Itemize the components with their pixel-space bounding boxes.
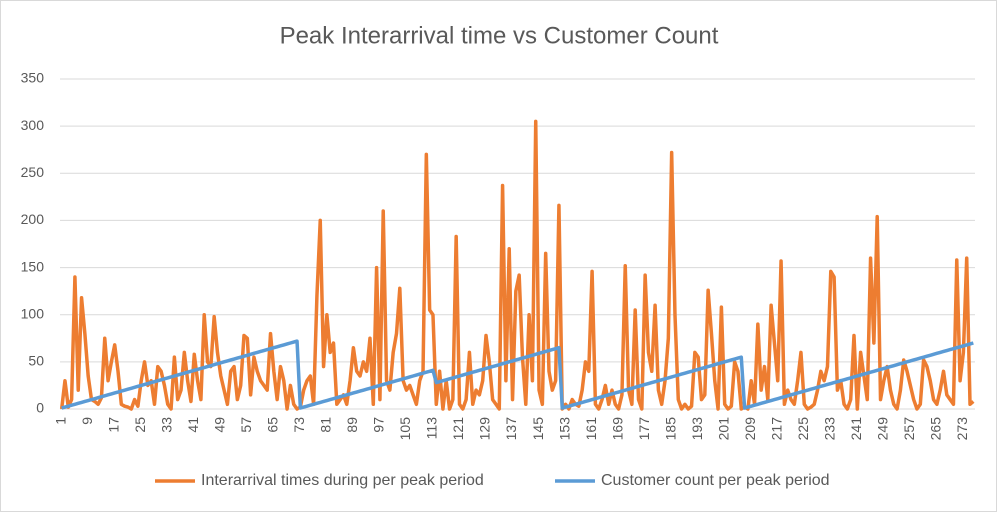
x-tick-label: 257 (901, 417, 917, 441)
y-tick-label: 50 (28, 353, 44, 369)
x-tick-label: 41 (185, 417, 201, 433)
legend-label: Interarrival times during per peak perio… (201, 472, 484, 489)
x-tick-label: 137 (503, 417, 519, 441)
x-tick-label: 249 (875, 417, 891, 441)
y-tick-label: 300 (21, 117, 45, 133)
x-tick-label: 273 (954, 417, 970, 441)
x-tick-label: 25 (132, 417, 148, 433)
x-tick-label: 145 (530, 417, 546, 441)
x-tick-label: 33 (158, 417, 174, 433)
y-tick-label: 150 (21, 258, 45, 274)
x-tick-label: 1 (52, 417, 68, 425)
x-tick-label: 65 (265, 417, 281, 433)
y-tick-label: 100 (21, 305, 45, 321)
x-tick-label: 161 (583, 417, 599, 441)
y-tick-label: 250 (21, 164, 45, 180)
y-tick-label: 200 (21, 211, 45, 227)
chart-title: Peak Interarrival time vs Customer Count (280, 22, 719, 49)
x-tick-label: 121 (450, 417, 466, 441)
x-tick-label: 153 (556, 417, 572, 441)
x-tick-label: 169 (609, 417, 625, 441)
x-tick-label: 241 (848, 417, 864, 441)
x-tick-label: 73 (291, 417, 307, 433)
x-tick-label: 185 (662, 417, 678, 441)
x-tick-label: 201 (715, 417, 731, 441)
x-tick-label: 113 (424, 417, 440, 440)
x-tick-label: 9 (79, 417, 95, 425)
x-tick-label: 97 (371, 417, 387, 433)
series-line (59, 119, 975, 411)
x-tick-label: 193 (689, 417, 705, 441)
x-tick-label: 81 (318, 417, 334, 433)
x-tick-label: 129 (477, 417, 493, 441)
x-tick-label: 17 (105, 417, 121, 433)
series-line (61, 339, 974, 410)
y-tick-label: 350 (21, 70, 45, 86)
x-tick-label: 233 (821, 417, 837, 441)
legend-label: Customer count per peak period (601, 472, 830, 489)
x-tick-label: 265 (928, 417, 944, 441)
y-tick-label: 0 (36, 400, 44, 416)
x-tick-label: 209 (742, 417, 758, 441)
x-tick-label: 105 (397, 417, 413, 441)
x-tick-label: 49 (211, 417, 227, 433)
x-tick-label: 217 (768, 417, 784, 441)
x-tick-label: 57 (238, 417, 254, 433)
x-tick-label: 225 (795, 417, 811, 441)
x-tick-label: 89 (344, 417, 360, 433)
x-tick-label: 177 (636, 417, 652, 441)
